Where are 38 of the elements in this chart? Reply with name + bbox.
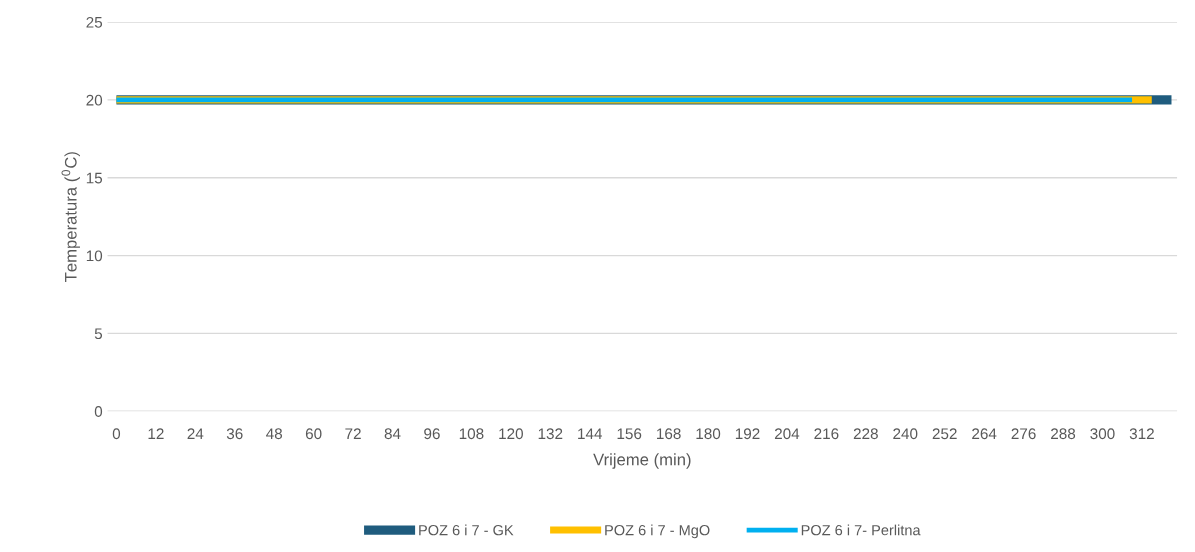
x-tick-label: 156 (617, 428, 642, 440)
x-axis-title: Vrijeme (min) (593, 453, 691, 469)
legend-label: POZ 6 i 7- Perlitna (801, 524, 921, 536)
y-axis-title: Temperatura ($^{0}$C) (61, 152, 80, 282)
y-tick-label: 25 (86, 16, 103, 28)
x-tick-label: 228 (853, 428, 878, 440)
y-tick-label: 5 (94, 328, 103, 340)
x-tick-label: 216 (814, 428, 839, 440)
y-tick-label: 20 (86, 94, 103, 106)
x-tick-label: 12 (148, 428, 164, 439)
x-tick-label: 192 (735, 428, 760, 440)
x-tick-label: 240 (893, 428, 918, 440)
x-tick-label: 312 (1129, 428, 1154, 440)
x-tick-label: 72 (345, 428, 361, 439)
y-tick-label: 15 (86, 172, 103, 184)
x-tick-label: 264 (972, 428, 997, 440)
x-tick-label: 96 (424, 428, 440, 440)
x-tick-label: 204 (774, 428, 800, 440)
x-tick-label: 300 (1090, 428, 1115, 440)
x-tick-label: 168 (657, 428, 681, 440)
x-tick-label: 144 (578, 428, 603, 439)
legend-label: POZ 6 i 7 - GK (419, 524, 514, 536)
x-tick-label: 108 (459, 428, 484, 440)
x-tick-label: 288 (1051, 428, 1076, 440)
x-tick-label: 84 (384, 428, 401, 440)
x-tick-label: 60 (305, 428, 322, 440)
y-tick-label: 10 (86, 250, 103, 262)
x-tick-label: 180 (696, 428, 721, 440)
x-tick-label: 252 (932, 428, 957, 440)
y-tick-label: 0 (94, 406, 103, 417)
legend-label: POZ 6 i 7 - MgO (605, 524, 710, 539)
x-tick-label: 24 (187, 428, 204, 439)
x-tick-label: 36 (226, 428, 243, 440)
x-tick-label: 48 (266, 428, 283, 440)
x-tick-label: 276 (1011, 428, 1036, 440)
x-tick-label: 0 (112, 428, 121, 440)
x-tick-label: 120 (499, 428, 523, 440)
x-tick-label: 132 (538, 428, 563, 440)
